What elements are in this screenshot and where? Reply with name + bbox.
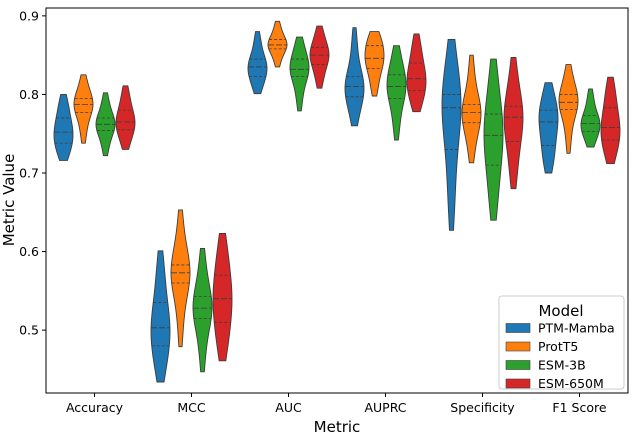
violin-body: [344, 27, 365, 127]
legend-swatch: [505, 341, 531, 352]
legend-label: ESM-3B: [538, 358, 586, 373]
violin-body: [212, 233, 233, 362]
y-axis-label: Metric Value: [0, 154, 18, 247]
legend-title: Model: [538, 302, 583, 320]
violin-body: [170, 209, 191, 348]
legend-label: ESM-650M: [538, 376, 604, 391]
violin-body: [115, 85, 136, 150]
violin-layer: [53, 20, 621, 383]
violin-body: [558, 64, 579, 154]
legend-label: PTM-Mamba: [538, 321, 615, 336]
x-tick-label: AUC: [275, 400, 302, 415]
violin-body: [538, 82, 559, 174]
legend-label: ProtT5: [538, 339, 578, 354]
legend-swatch: [505, 378, 531, 389]
violin-body: [267, 20, 288, 68]
violin-body: [461, 54, 482, 164]
y-tick-label: 0.8: [19, 87, 39, 102]
x-tick-label: F1 Score: [552, 400, 606, 415]
violin-body: [289, 36, 310, 112]
violin-body: [580, 88, 601, 148]
violin-body: [73, 74, 94, 144]
x-tick-label: AUPRC: [364, 400, 406, 415]
legend-swatch: [505, 360, 531, 370]
y-tick-label: 0.6: [19, 244, 39, 259]
plot-frame: [45, 7, 629, 394]
y-tick-label: 0.5: [19, 323, 39, 338]
violin-body: [150, 250, 171, 383]
y-tick-label: 0.9: [19, 8, 39, 23]
violin-body: [441, 38, 462, 231]
violin-body: [192, 247, 213, 373]
legend-entries: PTM-Mamba ProtT5 ESM-3B ESM-650M: [505, 321, 615, 391]
y-tick-label: 0.7: [19, 166, 39, 181]
x-tick-label: Accuracy: [66, 400, 124, 415]
violin-body: [483, 58, 504, 221]
violin-body: [386, 45, 407, 141]
x-tick-label: Specificity: [450, 400, 515, 415]
violin-body: [503, 57, 524, 190]
y-axis: 0.5 0.6 0.7 0.8 0.9: [19, 8, 46, 338]
violin-body: [364, 31, 385, 97]
violin-body: [247, 31, 268, 95]
violin-body: [309, 25, 330, 89]
legend-swatch: [505, 323, 531, 333]
x-tick-label: MCC: [177, 400, 206, 415]
x-axis: Accuracy MCC AUC AUPRC Specificity F1 Score: [66, 393, 607, 415]
legend: Model PTM-Mamba ProtT5 ESM-3B ESM-650M: [498, 295, 625, 391]
violin-body: [406, 33, 427, 113]
violin-body: [600, 76, 621, 165]
x-axis-label: Metric: [314, 418, 361, 436]
violin-body: [53, 93, 74, 161]
